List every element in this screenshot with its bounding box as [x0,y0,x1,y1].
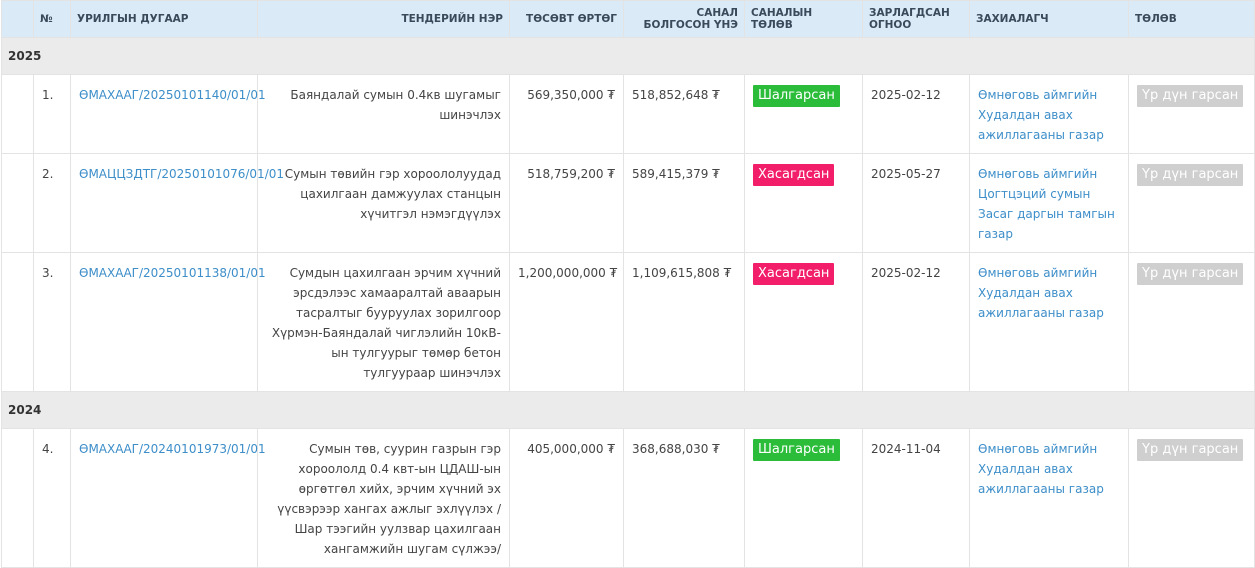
invite-no-cell: ӨМАХААГ/20250101138/01/01 [70,252,266,392]
tender-name: Сумдын цахилгаан эрчим хүчний эрсдэлээс … [257,252,510,392]
budget-amount: 405,000,000 ₮ [509,428,624,568]
row-spacer [1,428,34,568]
offer-status-badge: Хасагдсан [753,164,835,186]
header-budget[interactable]: ТӨСӨВТ ӨРТӨГ [509,0,624,38]
offer-status-badge: Хасагдсан [753,263,835,285]
status-cell: Үр дүн гарсан [1128,252,1255,392]
invite-no-link[interactable]: ӨМАХААГ/20240101973/01/01 [79,442,266,456]
year-group-row: 2024 [1,391,1255,429]
budget-amount: 518,759,200 ₮ [509,153,624,253]
buyer-cell: Өмнөговь аймгийн Худалдан авах ажиллагаа… [969,252,1129,392]
announced-date: 2024-11-04 [862,428,970,568]
header-no: № [33,0,71,38]
offer-status-cell: Шалгарсан [744,428,863,568]
tender-name: Сумын төв, суурин газрын гэр хороололд 0… [257,428,510,568]
invite-no-link[interactable]: ӨМАХААГ/20250101138/01/01 [79,266,266,280]
row-number: 1. [33,74,71,154]
announced-date: 2025-02-12 [862,74,970,154]
offered-price: 589,415,379 ₮ [623,153,745,253]
invite-no-link[interactable]: ӨМАЦЦЗДТГ/20250101076/01/01 [79,167,285,181]
year-group-row: 2025 [1,37,1255,75]
table-row: 3. ӨМАХААГ/20250101138/01/01 Сумдын цахи… [1,252,1255,392]
buyer-link[interactable]: Өмнөговь аймгийн Худалдан авах ажиллагаа… [978,88,1104,142]
offer-status-cell: Шалгарсан [744,74,863,154]
year-label: 2025 [1,37,1255,75]
buyer-link[interactable]: Өмнөговь аймгийн Цогтцэций сумын Засаг д… [978,167,1115,241]
budget-amount: 569,350,000 ₮ [509,74,624,154]
result-status-button[interactable]: Үр дүн гарсан [1137,85,1244,107]
offer-status-badge: Шалгарсан [753,439,840,461]
status-cell: Үр дүн гарсан [1128,153,1255,253]
status-cell: Үр дүн гарсан [1128,74,1255,154]
result-status-button[interactable]: Үр дүн гарсан [1137,164,1244,186]
tender-name: Сумын төвийн гэр хороололуудад цахилгаан… [257,153,510,253]
header-status[interactable]: ТӨЛӨВ [1128,0,1255,38]
offer-status-badge: Шалгарсан [753,85,840,107]
offer-status-cell: Хасагдсан [744,153,863,253]
header-offer-status[interactable]: САНАЛЫН ТӨЛӨВ [744,0,863,38]
offered-price: 518,852,648 ₮ [623,74,745,154]
row-number: 3. [33,252,71,392]
table-row: 1. ӨМАХААГ/20250101140/01/01 Баяндалай с… [1,74,1255,154]
invite-no-cell: ӨМАХААГ/20250101140/01/01 [70,74,266,154]
buyer-cell: Өмнөговь аймгийн Худалдан авах ажиллагаа… [969,428,1129,568]
table-header-row: № УРИЛГЫН ДУГААР ТЕНДЕРИЙН НЭР ТӨСӨВТ ӨР… [1,0,1255,38]
header-offered-price[interactable]: САНАЛ БОЛГОСОН ҮНЭ [623,0,745,38]
row-spacer [1,153,34,253]
row-number: 2. [33,153,71,253]
result-status-button[interactable]: Үр дүн гарсан [1137,263,1244,285]
offer-status-cell: Хасагдсан [744,252,863,392]
invite-no-cell: ӨМАЦЦЗДТГ/20250101076/01/01 [70,153,284,253]
invite-no-link[interactable]: ӨМАХААГ/20250101140/01/01 [79,88,266,102]
header-buyer[interactable]: ЗАХИАЛАГЧ [969,0,1129,38]
buyer-cell: Өмнөговь аймгийн Худалдан авах ажиллагаа… [969,74,1129,154]
row-spacer [1,74,34,154]
buyer-link[interactable]: Өмнөговь аймгийн Худалдан авах ажиллагаа… [978,266,1104,320]
offered-price: 1,109,615,808 ₮ [623,252,745,392]
invite-no-cell: ӨМАХААГ/20240101973/01/01 [70,428,266,568]
budget-amount: 1,200,000,000 ₮ [509,252,624,392]
buyer-link[interactable]: Өмнөговь аймгийн Худалдан авах ажиллагаа… [978,442,1104,496]
header-tender-name[interactable]: ТЕНДЕРИЙН НЭР [257,0,510,38]
header-spacer [1,0,34,38]
row-number: 4. [33,428,71,568]
result-status-button[interactable]: Үр дүн гарсан [1137,439,1244,461]
buyer-cell: Өмнөговь аймгийн Цогтцэций сумын Засаг д… [969,153,1129,253]
header-announced-date[interactable]: ЗАРЛАГДСАН ОГНОО [862,0,970,38]
announced-date: 2025-05-27 [862,153,970,253]
table-body: 2025 1. ӨМАХААГ/20250101140/01/01 Баянда… [1,37,1255,568]
status-cell: Үр дүн гарсан [1128,428,1255,568]
row-spacer [1,252,34,392]
table-row: 4. ӨМАХААГ/20240101973/01/01 Сумын төв, … [1,428,1255,568]
header-invite-no[interactable]: УРИЛГЫН ДУГААР [70,0,258,38]
table-row: 2. ӨМАЦЦЗДТГ/20250101076/01/01 Сумын төв… [1,153,1255,253]
offered-price: 368,688,030 ₮ [623,428,745,568]
tender-name: Баяндалай сумын 0.4кв шугамыг шинэчлэх [257,74,510,154]
year-label: 2024 [1,391,1255,429]
announced-date: 2025-02-12 [862,252,970,392]
